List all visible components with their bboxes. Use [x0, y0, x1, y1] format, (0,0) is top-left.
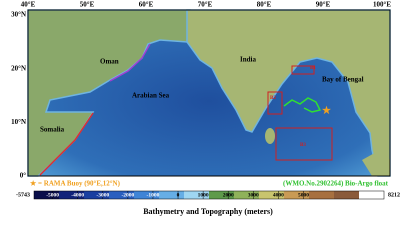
colorbar-tick-label: 1000: [198, 192, 209, 198]
lat-label: 10°N: [11, 118, 26, 126]
colorbar-bin: [259, 191, 285, 199]
colorbar-tick-label: 5000: [298, 192, 309, 198]
place-label: Arabian Sea: [132, 92, 170, 100]
colorbar-bin: [159, 191, 185, 199]
colorbar-bin: [359, 191, 385, 199]
float-track: [283, 97, 322, 113]
box-label: B1: [310, 66, 316, 71]
colorbar-bin: [109, 191, 135, 199]
sri-lanka: [265, 128, 275, 144]
lon-label: 100°E: [373, 1, 391, 9]
colorbar-tick-label: 2000: [223, 192, 234, 198]
lon-label: 60°E: [139, 1, 154, 9]
colorbar-tick-label: 4000: [273, 192, 284, 198]
colorbar-min: -5743: [16, 192, 30, 198]
colorbar-tick-label: 3000: [248, 192, 259, 198]
colorbar-bin: [84, 191, 110, 199]
place-label: Somalia: [40, 126, 65, 134]
colorbar-tick-label: -1000: [147, 192, 160, 198]
place-label: India: [240, 56, 256, 64]
lon-label: 50°E: [80, 1, 95, 9]
lon-label: 90°E: [316, 1, 331, 9]
colorbar-tick-label: -4000: [71, 192, 84, 198]
colorbar-bin: [234, 191, 260, 199]
box-label: B2: [270, 96, 276, 101]
colorbar-tick-label: 0: [177, 192, 180, 198]
figure: ★ B1 B2 B3 Oman Somalia Arabian Sea Indi…: [11, 1, 400, 216]
colorbar-max: 8212: [388, 192, 400, 198]
place-label: Oman: [100, 58, 119, 66]
buoy-star: ★: [322, 105, 331, 116]
colorbar-bin: [59, 191, 85, 199]
legend-float: (WMO.No.2902264) Bio-Argo float: [283, 180, 389, 188]
colorbar-title: Bathymetry and Topography (meters): [143, 207, 273, 216]
lat-label: 0°: [20, 172, 27, 180]
colorbar-frame: [33, 190, 385, 200]
oman-coast: [109, 43, 151, 82]
colorbar-bin: [284, 191, 310, 199]
lat-label: 30°N: [11, 11, 26, 19]
colorbar-bin: [334, 191, 360, 199]
colorbar-bin: [34, 191, 60, 199]
somalia-coast: [39, 112, 94, 176]
land-sumatra: [362, 150, 390, 176]
lon-label: 40°E: [21, 1, 36, 9]
place-label: Bay of Bengal: [322, 76, 364, 84]
lon-label: 70°E: [198, 1, 213, 9]
lat-label: 20°N: [11, 64, 26, 72]
legend-buoy: ★ = RAMA Buoy (90°E,12°N): [30, 180, 121, 188]
lon-label: 80°E: [257, 1, 272, 9]
colorbar-bin: [184, 191, 210, 199]
colorbar-bin: [209, 191, 235, 199]
box-label: B3: [300, 143, 306, 148]
colorbar-tick-label: -3000: [96, 192, 109, 198]
colorbar-tick-label: -5000: [46, 192, 59, 198]
box: [275, 127, 333, 161]
colorbar-bin: [309, 191, 335, 199]
colorbar-bin: [134, 191, 160, 199]
colorbar-tick-label: -2000: [121, 192, 134, 198]
box: [291, 65, 315, 75]
box: [267, 91, 283, 115]
map-frame: [27, 9, 391, 177]
